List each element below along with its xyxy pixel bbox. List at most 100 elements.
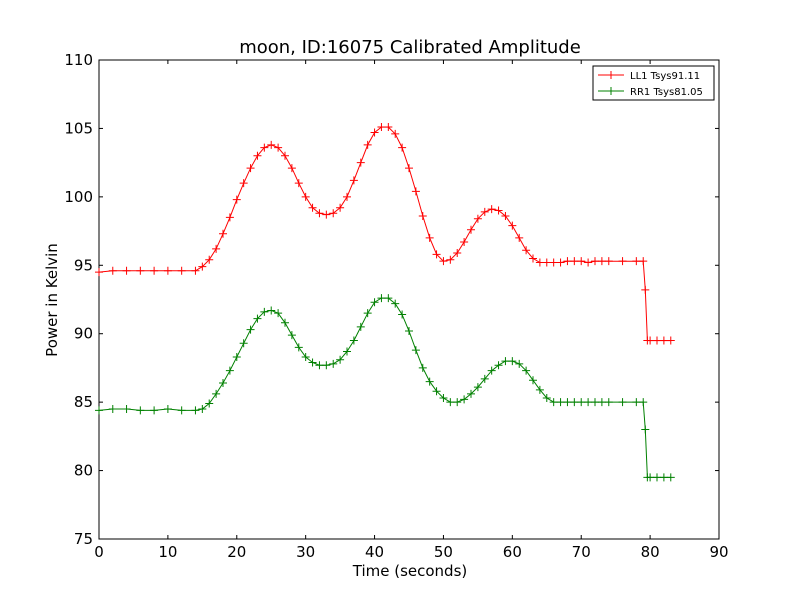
data-point [219, 229, 227, 238]
data-point [632, 398, 641, 407]
data-point [549, 398, 558, 407]
data-point [391, 299, 400, 308]
data-point [653, 473, 661, 482]
x-tick-label: 20 [227, 543, 246, 561]
series-layer [95, 123, 675, 482]
legend-marker [607, 87, 615, 95]
data-point [343, 192, 351, 201]
data-point [239, 339, 248, 348]
data-point [467, 389, 475, 398]
data-point [653, 336, 661, 345]
data-point [618, 398, 627, 407]
data-point [95, 406, 103, 415]
data-point [177, 406, 186, 415]
y-tick-label: 105 [64, 119, 93, 137]
data-point [212, 389, 221, 398]
data-point [281, 318, 289, 327]
data-point [205, 255, 214, 264]
data-point [363, 309, 372, 318]
data-point [563, 257, 572, 266]
data-point [294, 179, 303, 188]
data-point [267, 306, 276, 315]
data-point [177, 266, 186, 275]
data-point [370, 298, 379, 307]
legend-box [592, 65, 715, 101]
data-point [267, 140, 276, 149]
data-point [163, 404, 172, 413]
data-point [446, 398, 455, 407]
data-point [391, 129, 400, 138]
data-point [453, 398, 462, 407]
data-point [122, 404, 131, 413]
data-point [198, 262, 207, 271]
data-point [274, 309, 283, 318]
data-point [356, 322, 365, 331]
data-point [535, 385, 544, 394]
data-point [281, 151, 289, 160]
data-point [163, 266, 172, 275]
data-point [494, 361, 503, 370]
data-point [460, 238, 469, 247]
x-tick-label: 30 [296, 543, 315, 561]
data-point [405, 164, 413, 173]
data-point [473, 214, 482, 223]
data-point [239, 179, 248, 188]
data-point [480, 374, 489, 383]
data-point [349, 176, 358, 185]
data-point [198, 404, 207, 413]
y-tick-label: 80 [74, 462, 93, 480]
data-point [508, 221, 517, 230]
data-point [584, 258, 593, 267]
data-point [591, 398, 599, 407]
data-point [136, 266, 145, 275]
data-point [246, 325, 255, 334]
data-point [225, 213, 234, 222]
y-tick-label: 110 [64, 51, 93, 69]
data-point [418, 212, 427, 221]
data-point [315, 361, 324, 370]
x-tick-label: 80 [641, 543, 660, 561]
plot-area [98, 59, 720, 540]
data-point [274, 143, 283, 152]
data-point [253, 314, 262, 323]
data-point [219, 378, 227, 387]
data-point [597, 257, 606, 266]
data-point [425, 377, 434, 386]
data-point [384, 294, 393, 303]
data-point [646, 473, 655, 482]
data-point [425, 233, 434, 242]
data-point [260, 307, 269, 316]
data-point [398, 310, 407, 319]
legend: LL1 Tsys91.11 RR1 Tsys81.05 [592, 65, 715, 101]
data-point [597, 398, 606, 407]
x-tick-label: 10 [158, 543, 177, 561]
data-point [108, 266, 117, 275]
data-point [641, 425, 650, 434]
data-point [363, 140, 372, 149]
data-point [122, 266, 131, 275]
y-axis-label: Power in Kelvin [43, 243, 61, 357]
data-point [522, 246, 531, 255]
data-point [384, 123, 393, 132]
data-point [336, 203, 345, 212]
x-axis: 0 10 20 30 40 50 60 70 80 90 [94, 60, 729, 561]
data-point [529, 376, 537, 385]
x-tick-label: 0 [94, 543, 104, 561]
data-point [446, 255, 455, 264]
data-point [666, 473, 675, 482]
data-point [136, 406, 145, 415]
data-point [577, 257, 586, 266]
x-tick-label: 70 [572, 543, 591, 561]
data-point [501, 212, 510, 221]
data-point [418, 363, 427, 372]
data-point [315, 209, 324, 218]
data-point [322, 210, 331, 219]
data-point [329, 209, 338, 218]
data-point [453, 248, 462, 257]
series-markers-2 [95, 294, 675, 482]
data-point [473, 383, 482, 392]
data-point [639, 398, 648, 407]
data-point [501, 357, 510, 366]
data-point [659, 336, 668, 345]
